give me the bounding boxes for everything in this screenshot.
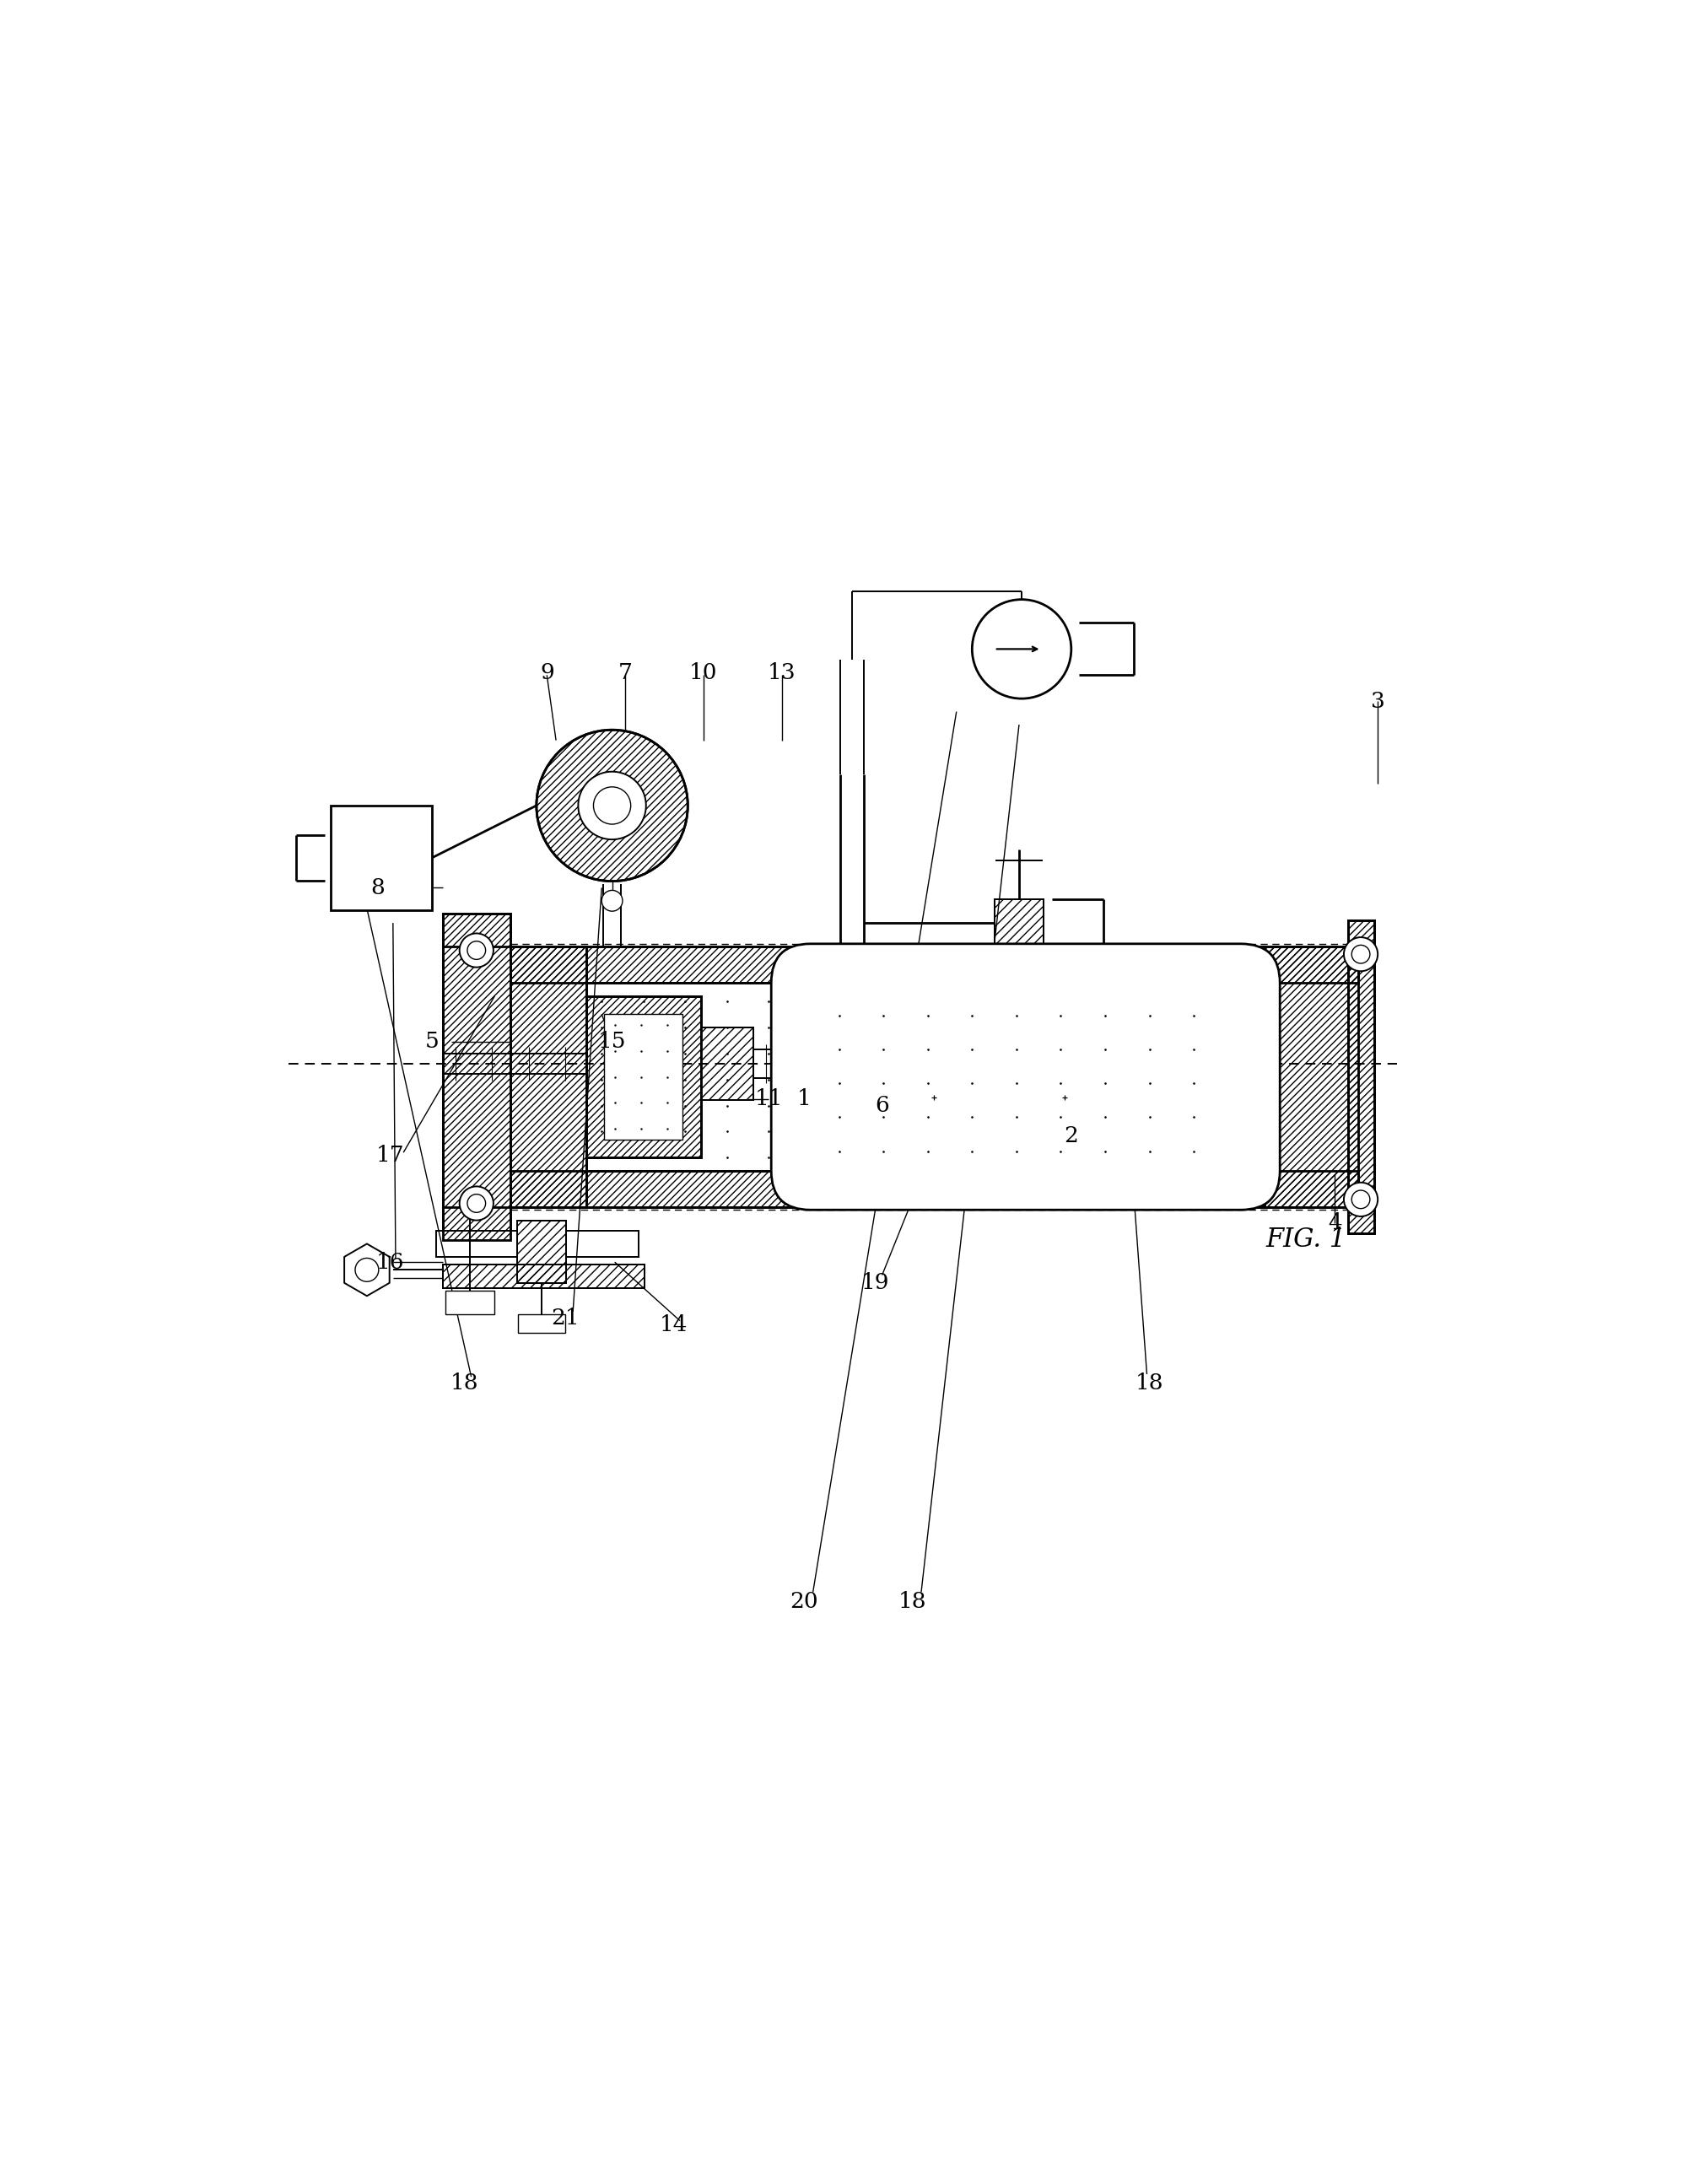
Text: 13: 13 (767, 662, 796, 684)
Circle shape (355, 1258, 379, 1282)
Circle shape (973, 598, 1072, 699)
Bar (443, 1265, 645, 1289)
Bar (781, 1037, 811, 1090)
Bar (444, 1291, 495, 1315)
Bar (510, 946, 1358, 983)
Bar (510, 946, 586, 1208)
Text: 2: 2 (1064, 1125, 1079, 1147)
Bar (781, 1037, 811, 1090)
Bar (700, 1026, 752, 1101)
Circle shape (468, 1195, 486, 1212)
Bar (517, 1221, 567, 1282)
Bar (700, 1026, 752, 1101)
Bar (330, 806, 433, 911)
Text: FIG. 1: FIG. 1 (1266, 1227, 1346, 1254)
Bar (436, 1232, 638, 1256)
Circle shape (459, 933, 493, 968)
Bar (1264, 946, 1358, 1208)
Bar (443, 1265, 645, 1289)
Bar (781, 1037, 811, 1090)
Bar (510, 946, 586, 1208)
Bar (586, 996, 700, 1158)
Circle shape (1343, 1182, 1378, 1216)
Circle shape (594, 786, 631, 823)
Bar (443, 913, 510, 1241)
Text: 4: 4 (1328, 1212, 1341, 1234)
Bar (995, 900, 1043, 946)
Bar (517, 1221, 567, 1282)
Bar (1348, 919, 1373, 1234)
Circle shape (468, 941, 486, 959)
Text: 17: 17 (377, 1144, 404, 1166)
Bar (517, 1221, 567, 1282)
Bar (510, 946, 1358, 983)
Text: 15: 15 (597, 1031, 626, 1053)
Text: 1: 1 (796, 1088, 811, 1109)
Bar (518, 1315, 565, 1332)
Bar (510, 1171, 1358, 1208)
Circle shape (459, 1186, 493, 1221)
Text: 10: 10 (690, 662, 717, 684)
Text: 18: 18 (899, 1590, 926, 1612)
Bar (1264, 946, 1358, 1208)
Bar (604, 1013, 683, 1140)
Circle shape (579, 771, 646, 839)
Bar (510, 1171, 1358, 1208)
Circle shape (1351, 946, 1370, 963)
Bar (586, 996, 700, 1158)
Circle shape (603, 891, 623, 911)
Text: 16: 16 (377, 1251, 404, 1273)
Text: 6: 6 (875, 1094, 889, 1116)
Circle shape (537, 729, 688, 880)
Bar (586, 996, 700, 1158)
Text: 18: 18 (1136, 1374, 1163, 1393)
FancyBboxPatch shape (771, 943, 1279, 1210)
Bar (510, 946, 1358, 983)
Bar (510, 1171, 1358, 1208)
Circle shape (1343, 937, 1378, 972)
Bar (443, 913, 510, 1241)
Bar (995, 900, 1043, 946)
Circle shape (1351, 1190, 1370, 1208)
Text: 3: 3 (1370, 690, 1385, 712)
Bar (443, 1265, 645, 1289)
Bar (700, 1026, 752, 1101)
Bar (995, 900, 1043, 946)
Text: 7: 7 (618, 662, 633, 684)
Bar (1264, 946, 1358, 1208)
Text: 18: 18 (451, 1374, 480, 1393)
Bar (1348, 919, 1373, 1234)
Bar (586, 983, 1264, 1171)
Text: 5: 5 (426, 1031, 439, 1053)
Text: 19: 19 (862, 1273, 890, 1293)
Text: 14: 14 (660, 1315, 688, 1334)
Bar (443, 913, 510, 1241)
Bar (510, 946, 586, 1208)
Text: 9: 9 (540, 662, 554, 684)
Text: 20: 20 (789, 1590, 818, 1612)
Bar (1348, 919, 1373, 1234)
Text: 21: 21 (550, 1308, 579, 1328)
Text: 11: 11 (754, 1088, 783, 1109)
Text: 8: 8 (370, 878, 384, 898)
